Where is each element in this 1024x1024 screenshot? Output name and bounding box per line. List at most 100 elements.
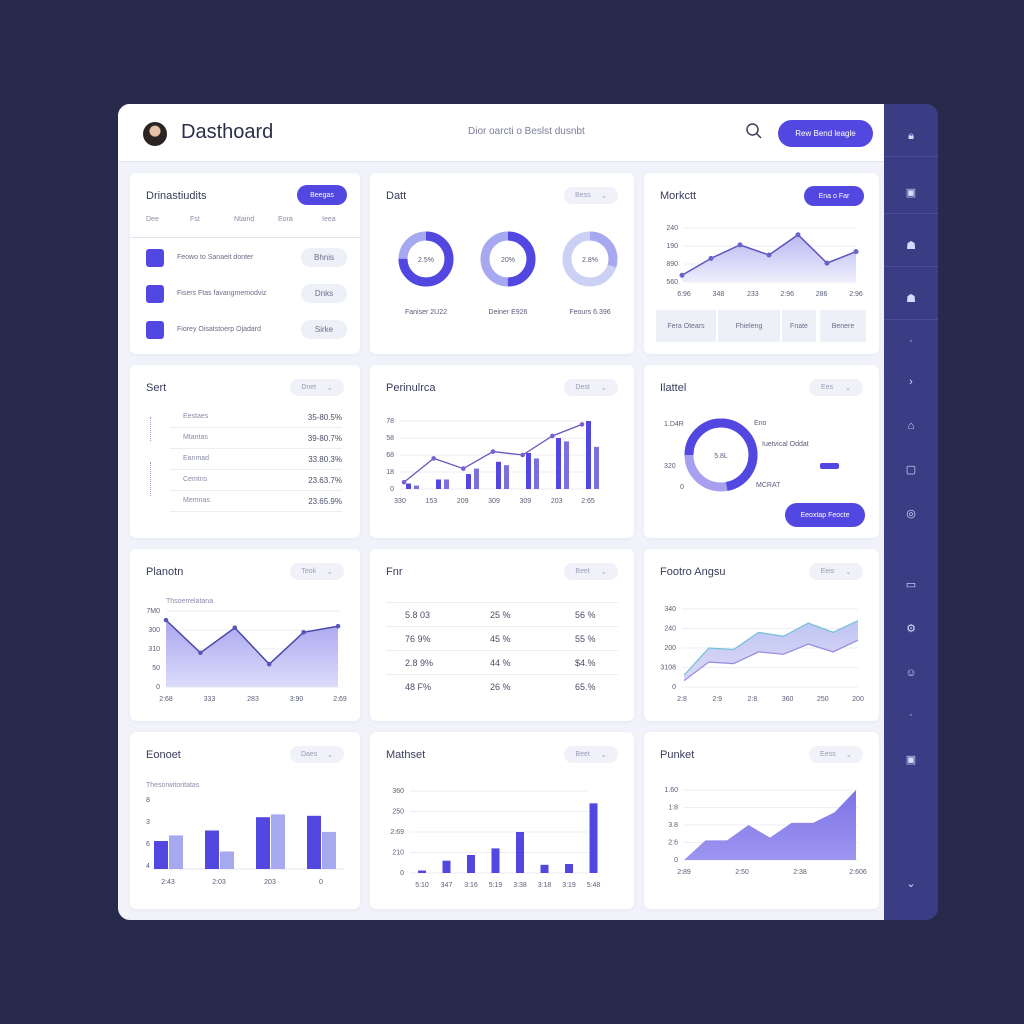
dropdown[interactable]: Beet ⌄ bbox=[564, 746, 618, 763]
bar bbox=[496, 461, 501, 489]
dashboard-panel: Dasthoard Dior oarcti o Beslst dusnbt Re… bbox=[118, 104, 890, 920]
search-icon[interactable] bbox=[745, 122, 763, 140]
divider bbox=[130, 237, 360, 238]
donut-label: 2.8% bbox=[582, 257, 598, 264]
dropdown[interactable]: Ees ⌄ bbox=[809, 379, 863, 396]
card-button[interactable]: Ena o Far bbox=[804, 186, 864, 206]
dropdown-label: Dest bbox=[575, 384, 590, 391]
legend-box: Fera Otears bbox=[656, 310, 716, 342]
data-point bbox=[579, 422, 585, 427]
donut-label: Iuetvical Oddat bbox=[762, 441, 809, 448]
donut-label: Eno bbox=[754, 420, 767, 427]
data-point bbox=[198, 650, 203, 656]
x-tick-label: 2:65 bbox=[581, 498, 595, 505]
settings-icon[interactable]: ⚙︎ bbox=[906, 623, 916, 635]
chevron-down-icon: ⌄ bbox=[326, 384, 333, 392]
card-button[interactable]: Eeoxtap Feocte bbox=[785, 503, 865, 527]
x-tick-label: 2:38 bbox=[793, 869, 807, 876]
x-tick-label: 2:03 bbox=[212, 879, 226, 886]
card-title: Datt bbox=[386, 190, 407, 202]
card-plan: Planotn Teok ⌄ Thsoerrelatana 7M0 300 310 50… bbox=[130, 549, 360, 721]
bar bbox=[556, 438, 561, 489]
home-icon[interactable]: ⌂ bbox=[907, 420, 915, 432]
x-tick-label: 250 bbox=[817, 696, 829, 703]
bar bbox=[205, 830, 219, 869]
dropdown[interactable]: Dnet ⌄ bbox=[290, 379, 344, 396]
box-icon[interactable]: ▣ bbox=[905, 754, 917, 766]
chevron-down-icon: ⌄ bbox=[600, 384, 607, 392]
bar bbox=[154, 841, 168, 869]
card-title: Eonoet bbox=[146, 749, 181, 761]
x-tick-label: 2:43 bbox=[161, 879, 175, 886]
user-icon[interactable]: ☗ bbox=[906, 240, 916, 252]
dropdown[interactable]: Dest ⌄ bbox=[564, 379, 618, 396]
x-tick-label: 2:96 bbox=[780, 291, 794, 298]
bar bbox=[564, 441, 569, 489]
card-performance: Perinulrca Dest ⌄ 78 58 68 18 0 330 153 209 309 30… bbox=[370, 365, 634, 538]
lock-icon[interactable]: 🔒︎ bbox=[908, 130, 914, 142]
data-point bbox=[766, 252, 772, 258]
dropdown[interactable]: Teok ⌄ bbox=[290, 563, 344, 580]
list-item-button[interactable]: Bhnis bbox=[301, 248, 347, 267]
y-tick-label: 0 bbox=[674, 857, 678, 864]
calendar-icon[interactable]: ▣ bbox=[905, 187, 917, 199]
column-header: Dee bbox=[146, 216, 159, 223]
dropdown[interactable]: Bess ⌄ bbox=[564, 187, 618, 204]
chevron-right-icon[interactable]: › bbox=[909, 376, 913, 388]
series-line bbox=[165, 619, 339, 666]
chevron-down-icon[interactable]: ⌄ bbox=[906, 878, 916, 890]
list-item-text: Feowo to Sanaeit donter bbox=[177, 254, 254, 261]
y-tick-label: 210 bbox=[392, 850, 404, 857]
rail-divider bbox=[884, 319, 938, 320]
x-tick-label: 283 bbox=[247, 696, 259, 703]
smile-icon[interactable]: ☺︎ bbox=[905, 667, 917, 679]
header-action-button[interactable]: Rew Bend leagle bbox=[778, 120, 873, 147]
row-name: Eestaes bbox=[183, 413, 209, 420]
dropdown[interactable]: Daes ⌄ bbox=[290, 746, 344, 763]
circle-icon[interactable]: ◎ bbox=[906, 508, 916, 520]
x-tick-label: 2:96 bbox=[849, 291, 863, 298]
user-icon[interactable]: ☗ bbox=[906, 293, 916, 305]
bar bbox=[169, 835, 183, 869]
dropdown[interactable]: Eess ⌄ bbox=[809, 746, 863, 763]
bar bbox=[540, 864, 549, 873]
legend-box: Fhieleng bbox=[718, 310, 780, 342]
donut-label: 20% bbox=[501, 257, 515, 264]
card-button[interactable]: Beegas bbox=[297, 185, 347, 205]
list-item-button[interactable]: Sirke bbox=[301, 320, 347, 339]
y-tick-label: 1.60 bbox=[664, 787, 678, 794]
bar bbox=[466, 474, 471, 489]
dropdown[interactable]: Beet ⌄ bbox=[564, 563, 618, 580]
x-tick-label: 203 bbox=[264, 879, 276, 886]
dropdown[interactable]: Eeis ⌄ bbox=[809, 563, 863, 580]
table-cell: 48 F% bbox=[405, 682, 432, 692]
donut-caption: Deiner E926 bbox=[489, 309, 528, 316]
folder-icon[interactable]: ▭ bbox=[905, 579, 917, 591]
y-tick-label: 0 bbox=[400, 870, 404, 877]
area-fill bbox=[682, 234, 856, 282]
dropdown-label: Dnet bbox=[301, 384, 317, 391]
grouped-bar-chart: 8 3 6 4 2:43 2:03 203 0 bbox=[146, 797, 344, 886]
card-datt: Datt Bess ⌄ 2.5% Faniser 2U22 20% Deiner E92… bbox=[370, 173, 634, 354]
item-icon bbox=[146, 249, 164, 267]
rail-divider bbox=[884, 156, 938, 157]
x-tick-label: 2:606 bbox=[849, 869, 867, 876]
y-tick-label: 58 bbox=[386, 435, 394, 442]
row-name: Mtantas bbox=[183, 434, 208, 441]
x-tick-label: 209 bbox=[457, 498, 469, 505]
list-item-button[interactable]: Dnks bbox=[301, 284, 347, 303]
bar bbox=[271, 814, 285, 869]
bar bbox=[322, 831, 336, 869]
bar-chart: 360 250 2:69 210 0 5:10 347 3:16 5:19 3:38 3:18 3:1… bbox=[390, 788, 600, 889]
data-point bbox=[232, 625, 238, 631]
x-tick-label: 5:10 bbox=[415, 882, 429, 889]
header: Dasthoard Dior oarcti o Beslst dusnbt Re… bbox=[118, 104, 890, 162]
rail-divider bbox=[884, 213, 938, 214]
image-icon[interactable]: ▢ bbox=[905, 464, 917, 476]
avatar[interactable] bbox=[143, 122, 167, 146]
bar bbox=[526, 452, 531, 489]
row-value: 39-80.7% bbox=[307, 434, 342, 443]
x-tick-label: 2:68 bbox=[159, 696, 173, 703]
bar bbox=[589, 803, 598, 873]
y-tick-label: 2:6 bbox=[668, 840, 678, 847]
